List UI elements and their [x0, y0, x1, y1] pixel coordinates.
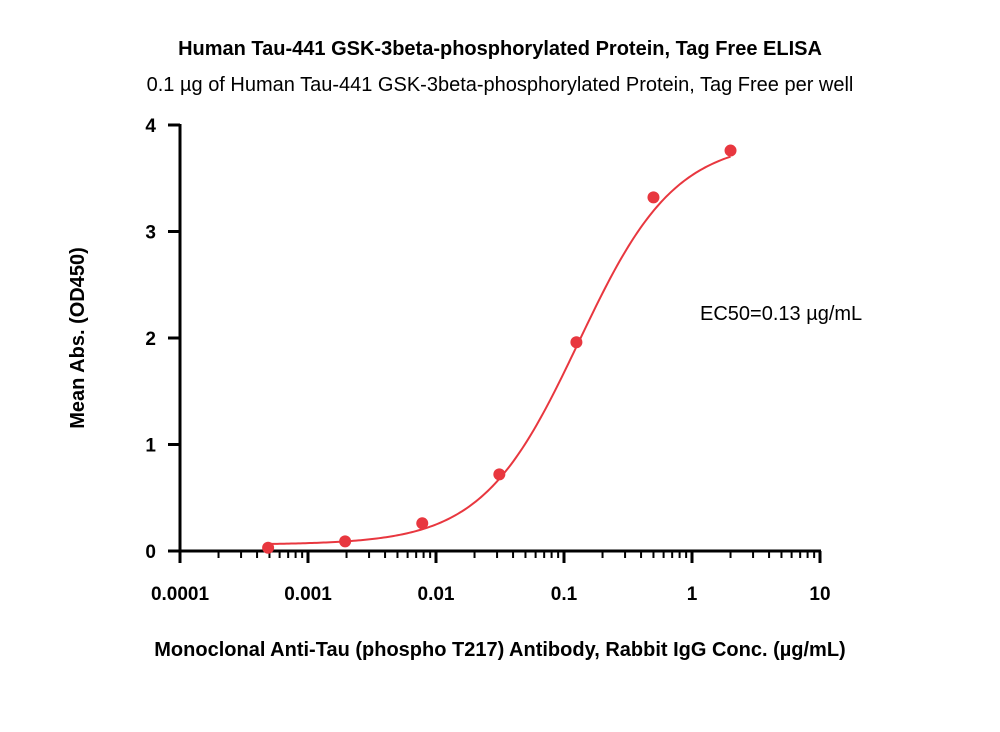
ec50-annotation: EC50=0.13 µg/mL — [700, 303, 862, 325]
data-point — [724, 144, 737, 157]
fit-curve — [268, 155, 731, 545]
x-tick-label: 0.0001 — [151, 584, 210, 605]
data-point — [262, 541, 275, 554]
x-tick-label: 0.01 — [418, 584, 455, 605]
x-tick-label: 0.1 — [551, 584, 578, 605]
y-tick-label: 4 — [145, 116, 156, 137]
y-axis-title: Mean Abs. (OD450) — [67, 247, 89, 429]
chart-subtitle: 0.1 µg of Human Tau-441 GSK-3beta-phosph… — [147, 74, 854, 96]
x-tick-label: 0.001 — [284, 584, 332, 605]
x-axis-title: Monoclonal Anti-Tau (phospho T217) Antib… — [154, 639, 845, 661]
y-tick-label: 0 — [145, 542, 156, 563]
y-tick-label: 1 — [145, 436, 156, 457]
data-point — [339, 535, 352, 548]
data-point — [647, 191, 660, 204]
data-points — [262, 144, 737, 554]
x-tick-label: 10 — [809, 584, 830, 605]
data-point — [570, 336, 583, 349]
chart-title: Human Tau-441 GSK-3beta-phosphorylated P… — [178, 38, 822, 60]
data-point — [416, 517, 429, 530]
y-tick-label: 2 — [145, 329, 156, 350]
x-tick-label: 1 — [687, 584, 698, 605]
fit-curves — [268, 155, 731, 545]
axes: 0 1 2 3 4 0.0001 0.001 0.01 0.1 1 10 — [145, 116, 830, 605]
y-tick-label: 3 — [145, 223, 156, 244]
data-point — [493, 468, 506, 481]
